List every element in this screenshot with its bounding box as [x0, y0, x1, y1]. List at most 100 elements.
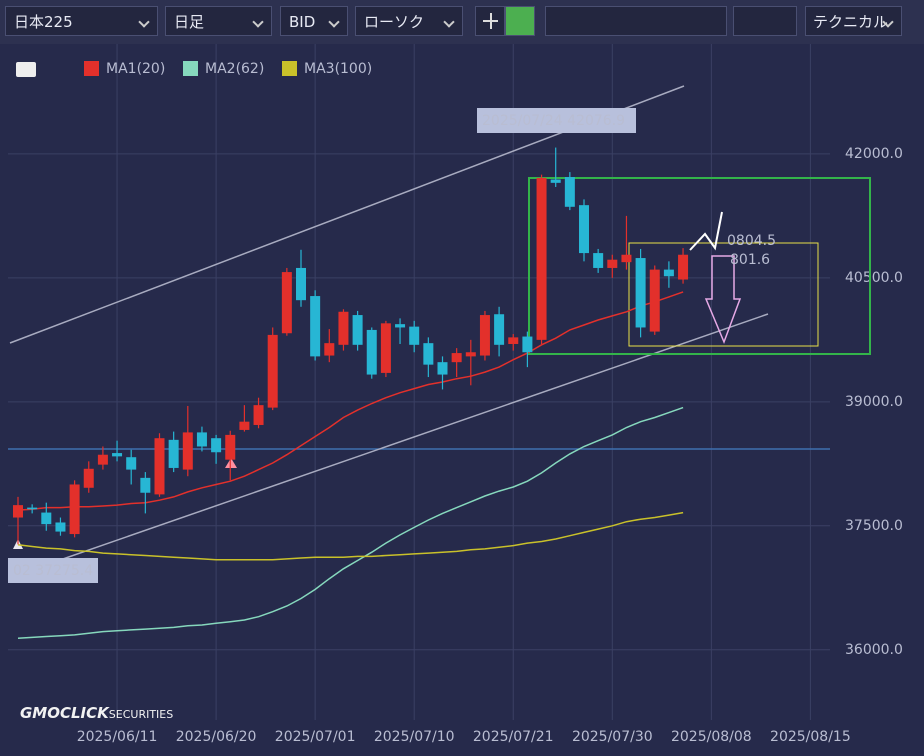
candle-body — [621, 254, 632, 263]
x-tick-label: 2025/06/20 — [176, 729, 257, 745]
candle-body — [678, 254, 689, 280]
legend-label: MA2(62) — [205, 61, 264, 77]
legend-swatch — [282, 61, 297, 76]
y-tick-label: 37500.0 — [845, 518, 903, 534]
candle-body — [423, 343, 434, 365]
candle-body — [182, 432, 193, 470]
candle-body — [409, 326, 420, 345]
candle-body — [649, 269, 660, 332]
candle-body — [112, 453, 123, 457]
ma-line — [17, 511, 684, 561]
x-tick-label: 2025/08/15 — [770, 729, 851, 745]
candle-body — [593, 253, 604, 268]
hidden-label: 801.6 — [730, 252, 770, 268]
annotation-label: 2025/07/24 42076.9 — [482, 113, 625, 129]
candle-body — [83, 468, 94, 488]
candle-body — [494, 314, 505, 345]
y-tick-label: 36000.0 — [845, 642, 903, 658]
candle-body — [522, 336, 533, 353]
candle-body — [324, 343, 335, 356]
ma-line — [17, 291, 684, 511]
drawing-tools[interactable] — [545, 6, 727, 36]
candle-body — [154, 438, 165, 495]
y-tick-label: 40500.0 — [845, 270, 903, 286]
candle-body — [564, 177, 575, 207]
candle-body — [97, 454, 108, 465]
crosshair-button[interactable] — [475, 6, 505, 36]
candle-body — [536, 177, 547, 340]
legend-label: MA3(100) — [304, 61, 372, 77]
candle-body — [395, 324, 406, 328]
candle-body — [69, 484, 80, 535]
technical-button[interactable]: テクニカル — [805, 6, 902, 36]
legend-swatch — [183, 61, 198, 76]
box-drawing — [628, 242, 819, 347]
ma-line — [17, 406, 684, 639]
x-tick-label: 2025/07/01 — [275, 729, 356, 745]
grid: 36000.0 37500.0 39000.0 40500.0 42000.0 2025/… — [8, 44, 903, 745]
x-tick-label: 2025/07/10 — [374, 729, 455, 745]
chart: 36000.0 37500.0 39000.0 40500.0 42000.0 2025/… — [8, 44, 903, 745]
toolbar: 日本225 日足 BID ローソク テクニカル — [0, 0, 924, 44]
symbol-select[interactable]: 日本225 — [5, 6, 158, 36]
candle-body — [465, 352, 476, 357]
candle-body — [508, 337, 519, 344]
candle-body — [437, 362, 448, 375]
comment-icon[interactable] — [16, 62, 36, 77]
candle-body — [607, 259, 618, 268]
candle-body — [281, 272, 292, 334]
candle-body — [338, 311, 349, 345]
y-tick-label: 39000.0 — [845, 394, 903, 410]
style-select[interactable]: ローソク — [355, 6, 463, 36]
candle-body — [451, 353, 462, 363]
candle-body — [366, 329, 377, 375]
logo-brand: GMOCLICK — [20, 704, 109, 722]
candle-body — [310, 296, 321, 357]
candle-body — [13, 505, 23, 518]
period-select[interactable]: 日足 — [165, 6, 272, 36]
plot: 2025/07/24 42076.9 02 37275.4 0804.5 801.6 — [8, 108, 776, 639]
legend-label: MA1(20) — [106, 61, 165, 77]
annotation-label: 02 37275.4 — [13, 563, 93, 579]
candle-body — [27, 507, 38, 510]
candle-body — [663, 269, 674, 277]
candle-body — [550, 179, 561, 183]
logo-sub: SECURITIES — [108, 708, 174, 721]
logo: GMOCLICKSECURITIES — [20, 704, 173, 722]
legend: MA1(20) MA2(62) MA3(100) — [16, 61, 372, 77]
x-tick-label: 2025/07/21 — [473, 729, 554, 745]
hidden-label: 0804.5 — [727, 233, 776, 249]
candle-body — [267, 334, 278, 408]
candle-body — [239, 421, 250, 430]
candle-body — [211, 438, 222, 453]
candle-body — [196, 432, 207, 447]
candle-body — [253, 405, 264, 425]
signal-marker — [225, 458, 237, 468]
x-tick-label: 2025/07/30 — [572, 729, 653, 745]
candle-body — [352, 315, 363, 345]
price-select[interactable]: BID — [280, 6, 348, 36]
candle-body — [296, 267, 306, 301]
candle-body — [635, 258, 646, 328]
annotation-box — [477, 108, 636, 133]
arrow-drawing — [704, 255, 742, 345]
x-tick-label: 2025/06/11 — [77, 729, 158, 745]
x-tick-label: 2025/08/08 — [671, 729, 752, 745]
y-tick-label: 42000.0 — [845, 146, 903, 162]
pointer-button[interactable] — [505, 6, 535, 36]
candle-body — [168, 439, 179, 468]
candle-body — [41, 512, 52, 525]
candle-body — [55, 522, 66, 532]
candle-body — [140, 477, 151, 493]
candle-body — [126, 457, 137, 470]
erase-tools[interactable] — [733, 6, 797, 36]
annotation-box — [8, 558, 98, 583]
candle-body — [225, 434, 236, 460]
pen-drawing — [689, 211, 723, 251]
candle-body — [579, 205, 589, 254]
box-drawing — [528, 177, 871, 355]
candle-body — [380, 323, 391, 373]
candle-body — [479, 315, 490, 356]
legend-swatch — [84, 61, 99, 76]
